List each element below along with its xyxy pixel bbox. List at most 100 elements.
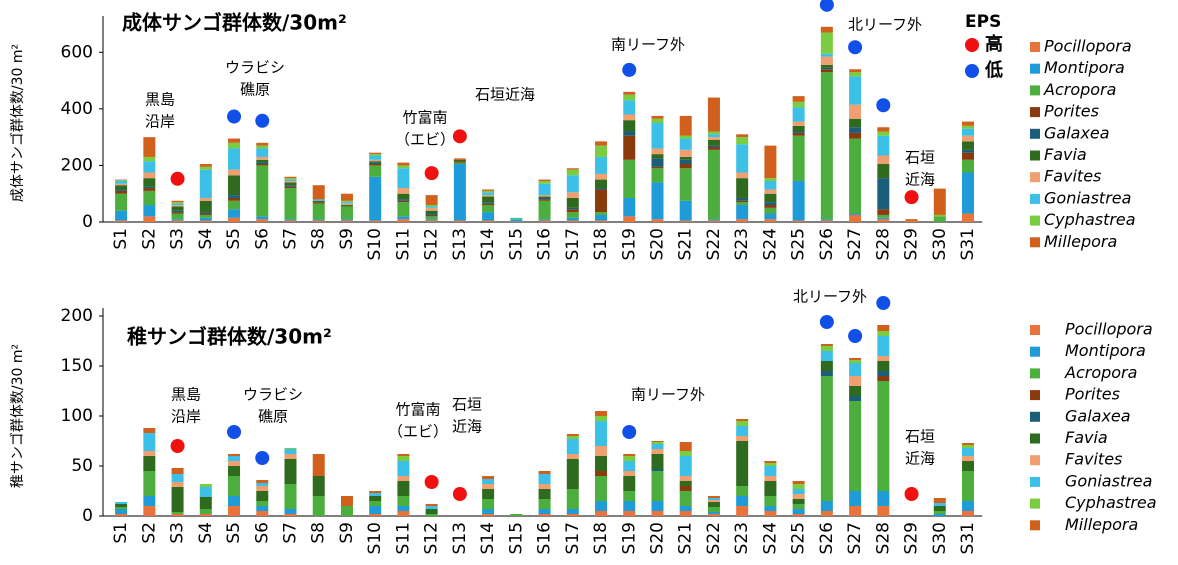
legend-label: Cyphastrea: [1065, 493, 1157, 512]
legend-label: Millepora: [1044, 232, 1117, 251]
bar-segment: [425, 219, 438, 221]
bar-segment: [510, 219, 523, 221]
bar-segment: [566, 209, 579, 213]
annotation: 石垣: [905, 149, 935, 167]
bar-segment: [595, 411, 608, 416]
bar-segment: [340, 202, 353, 204]
y-tick-label: 100: [61, 406, 93, 426]
x-tick-label: S18: [591, 522, 611, 554]
bar-segment: [736, 205, 749, 220]
bar-segment: [171, 512, 184, 514]
bar-segment: [482, 190, 495, 193]
bar-segment: [143, 172, 156, 179]
bar-segment: [538, 197, 551, 200]
bar-segment: [143, 216, 156, 222]
bar-segment: [312, 199, 325, 201]
x-tick-label: S29: [902, 522, 922, 554]
annotation: 石垣: [905, 428, 935, 446]
bar-segment: [651, 469, 664, 471]
bar-segment: [736, 421, 749, 426]
bar-segment: [143, 156, 156, 162]
bar-segment: [256, 491, 269, 501]
x-tick-label: S17: [563, 228, 583, 260]
bar-segment: [284, 454, 297, 459]
bar-segment: [115, 509, 128, 514]
bar-segment: [397, 476, 410, 481]
bar-segment: [877, 336, 890, 356]
bar-segment: [369, 220, 382, 222]
bar-segment: [792, 107, 805, 122]
bar-segment: [143, 188, 156, 191]
bar-segment: [623, 461, 636, 471]
bar-segment: [595, 476, 608, 501]
bar-segment: [369, 152, 382, 155]
bar-segment: [171, 482, 184, 487]
legend-swatch: [1030, 390, 1040, 401]
bar-segment: [707, 220, 720, 222]
bar-segment: [453, 159, 466, 162]
bar-segment: [312, 476, 325, 496]
bar-segment: [425, 210, 438, 214]
bar-segment: [482, 196, 495, 203]
bar-segment: [397, 168, 410, 189]
eps-dot: [819, 0, 834, 12]
bar-segment: [340, 203, 353, 206]
bar-segment: [482, 479, 495, 484]
x-tick-label: S4: [196, 522, 216, 544]
bar-segment: [679, 156, 692, 160]
bar-segment: [933, 214, 946, 217]
bar-segment: [566, 459, 579, 489]
bar-segment: [736, 436, 749, 441]
x-tick-label: S12: [422, 522, 442, 554]
annotation: 南リーフ外: [611, 36, 685, 54]
bar-segment: [425, 220, 438, 222]
bar-segment: [482, 220, 495, 222]
bar-segment: [595, 212, 608, 215]
bar-segment: [566, 169, 579, 176]
bar-segment: [340, 200, 353, 203]
bar-segment: [199, 220, 212, 222]
x-tick-label: S8: [309, 228, 329, 250]
bar-segment: [312, 496, 325, 516]
bar-segment: [792, 125, 805, 132]
bar-segment: [538, 484, 551, 489]
annotation: （エビ）: [388, 423, 448, 441]
bar-segment: [284, 459, 297, 484]
bar-segment: [453, 161, 466, 163]
bar-segment: [849, 401, 862, 491]
bar-segment: [228, 138, 241, 143]
bar-segment: [199, 484, 212, 487]
eps-dot: [255, 113, 270, 128]
bar-segment: [510, 220, 523, 222]
bar-segment: [623, 91, 636, 95]
x-tick-label: S2: [139, 228, 159, 250]
bar-segment: [595, 141, 608, 146]
eps-dot: [876, 98, 891, 113]
bar-segment: [849, 506, 862, 516]
bar-segment: [115, 502, 128, 504]
bar-segment: [679, 220, 692, 222]
bar-segment: [538, 179, 551, 181]
eps-dot: [170, 439, 185, 453]
bar-segment: [566, 436, 579, 439]
eps-dot: [904, 487, 919, 501]
eps-dot: [452, 487, 467, 501]
bar-segment: [679, 200, 692, 221]
legend-label: Porites: [1044, 102, 1099, 121]
bar-segment: [736, 178, 749, 198]
bar-segment: [877, 127, 890, 132]
bar-segment: [679, 164, 692, 169]
bar-segment: [651, 501, 664, 511]
bar-segment: [595, 456, 608, 471]
bar-segment: [651, 442, 664, 444]
legend-swatch: [1030, 150, 1040, 161]
bar-segment: [482, 499, 495, 509]
bar-segment: [707, 496, 720, 498]
x-tick-label: S30: [930, 522, 950, 554]
bar-segment: [962, 456, 975, 461]
bar-segment: [256, 148, 269, 157]
bar-segment: [849, 72, 862, 77]
bar-segment: [820, 361, 833, 371]
bar-segment: [877, 376, 890, 381]
bar-segment: [736, 219, 749, 222]
